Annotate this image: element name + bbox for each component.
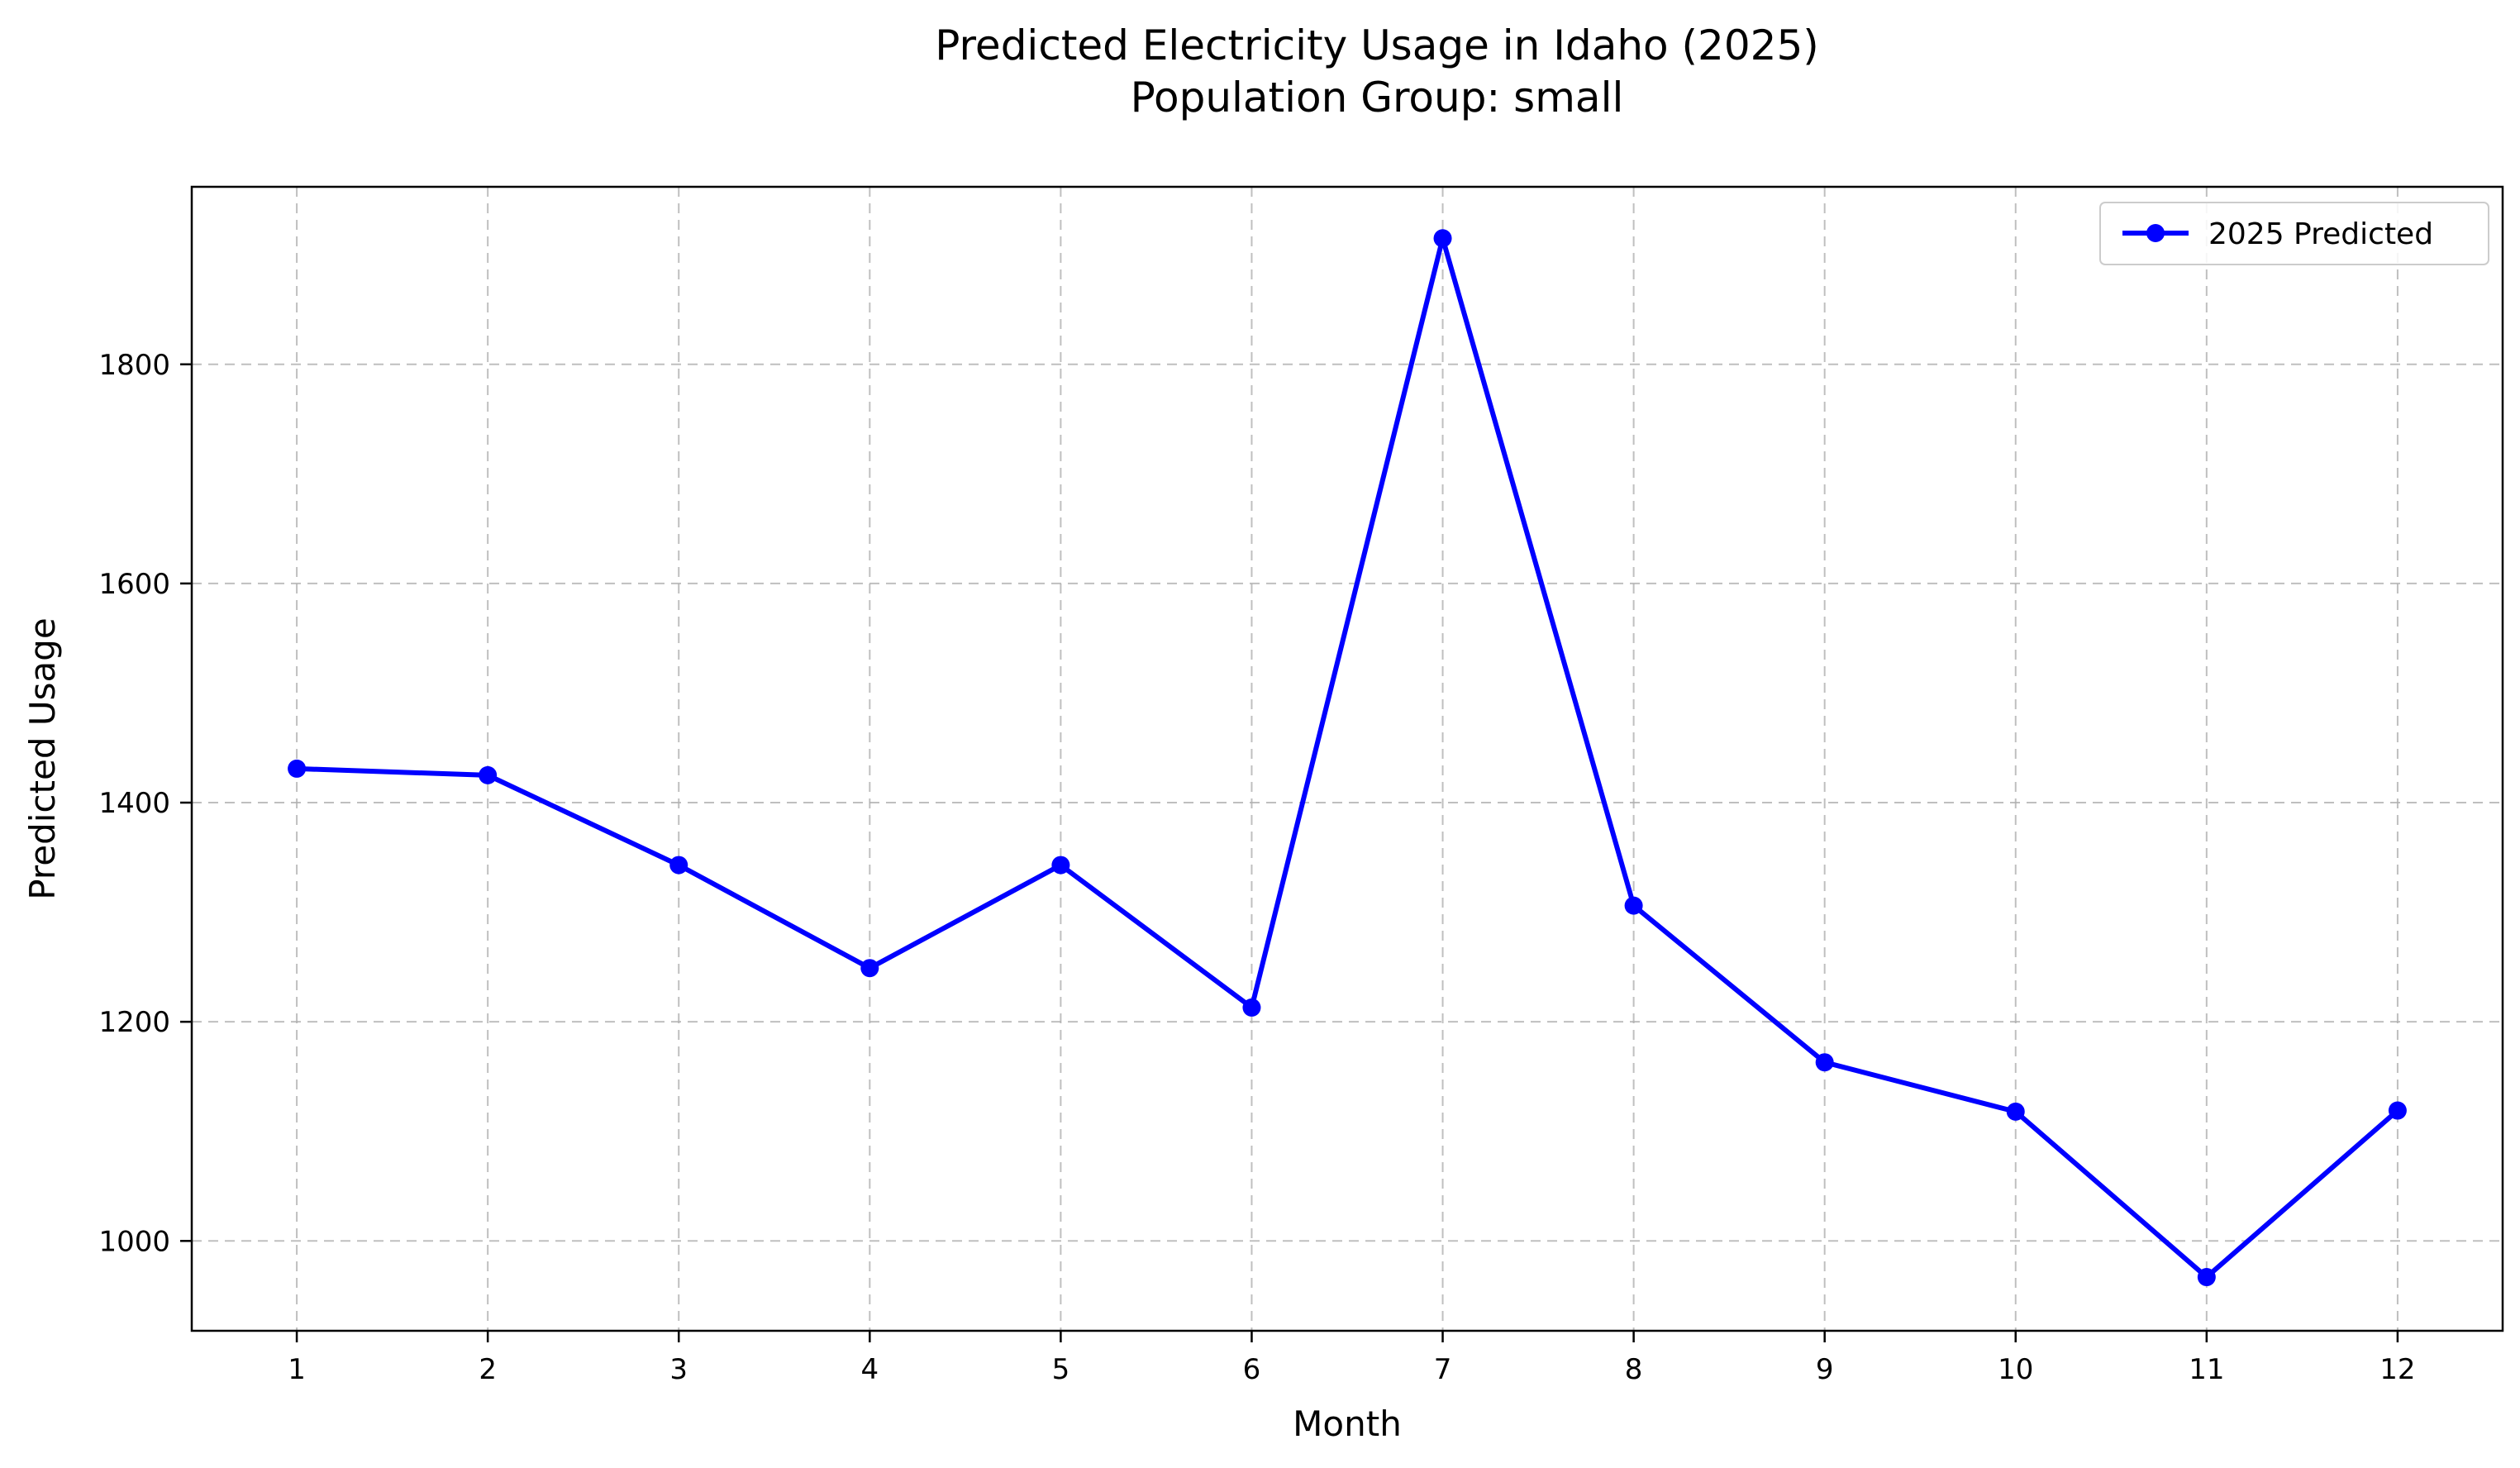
y-tick-label: 1400 xyxy=(98,787,170,820)
y-tick-label: 1600 xyxy=(98,568,170,601)
data-point xyxy=(2388,1101,2407,1120)
x-tick-label: 8 xyxy=(1625,1353,1643,1386)
data-point xyxy=(1242,998,1261,1017)
grid xyxy=(192,187,2503,1331)
series-line xyxy=(296,236,2399,1280)
y-tick-label: 1200 xyxy=(98,1006,170,1039)
data-point xyxy=(2197,1268,2216,1287)
x-tick-label: 9 xyxy=(1816,1353,1834,1386)
plot-area-frame xyxy=(190,185,2504,1332)
data-point xyxy=(1815,1053,1834,1072)
y-tick-label: 1000 xyxy=(98,1225,170,1258)
chart-title: Predicted Electricity Usage in Idaho (20… xyxy=(935,21,1819,69)
y-tick-label: 1800 xyxy=(98,349,170,382)
x-tick-label: 5 xyxy=(1052,1353,1070,1386)
data-point xyxy=(860,959,879,978)
y-axis-label: Predicted Usage xyxy=(22,617,63,899)
data-point xyxy=(669,856,688,875)
data-point xyxy=(1624,896,1643,915)
x-tick-label: 6 xyxy=(1243,1353,1261,1386)
data-point xyxy=(2006,1102,2025,1121)
x-tick-label: 4 xyxy=(860,1353,879,1386)
legend-marker-swatch xyxy=(2146,224,2165,242)
data-point xyxy=(479,765,498,784)
legend-label: 2025 Predicted xyxy=(2208,217,2433,251)
x-tick-label: 10 xyxy=(1998,1353,2033,1386)
data-point xyxy=(288,759,307,778)
x-tick-label: 2 xyxy=(479,1353,497,1386)
series-group xyxy=(288,229,2407,1287)
x-tick-label: 12 xyxy=(2379,1353,2415,1386)
data-point xyxy=(1051,856,1070,875)
data-point xyxy=(1433,229,1452,248)
x-tick-label: 7 xyxy=(1434,1353,1452,1386)
legend-box xyxy=(2099,202,2489,265)
x-tick-label: 11 xyxy=(2189,1353,2224,1386)
chart-subtitle: Population Group: small xyxy=(1131,74,1624,122)
x-tick-label: 3 xyxy=(669,1353,688,1386)
x-axis-label: Month xyxy=(1293,1404,1402,1444)
x-tick-label: 1 xyxy=(288,1353,306,1386)
legend: 2025 Predicted xyxy=(2099,202,2489,265)
